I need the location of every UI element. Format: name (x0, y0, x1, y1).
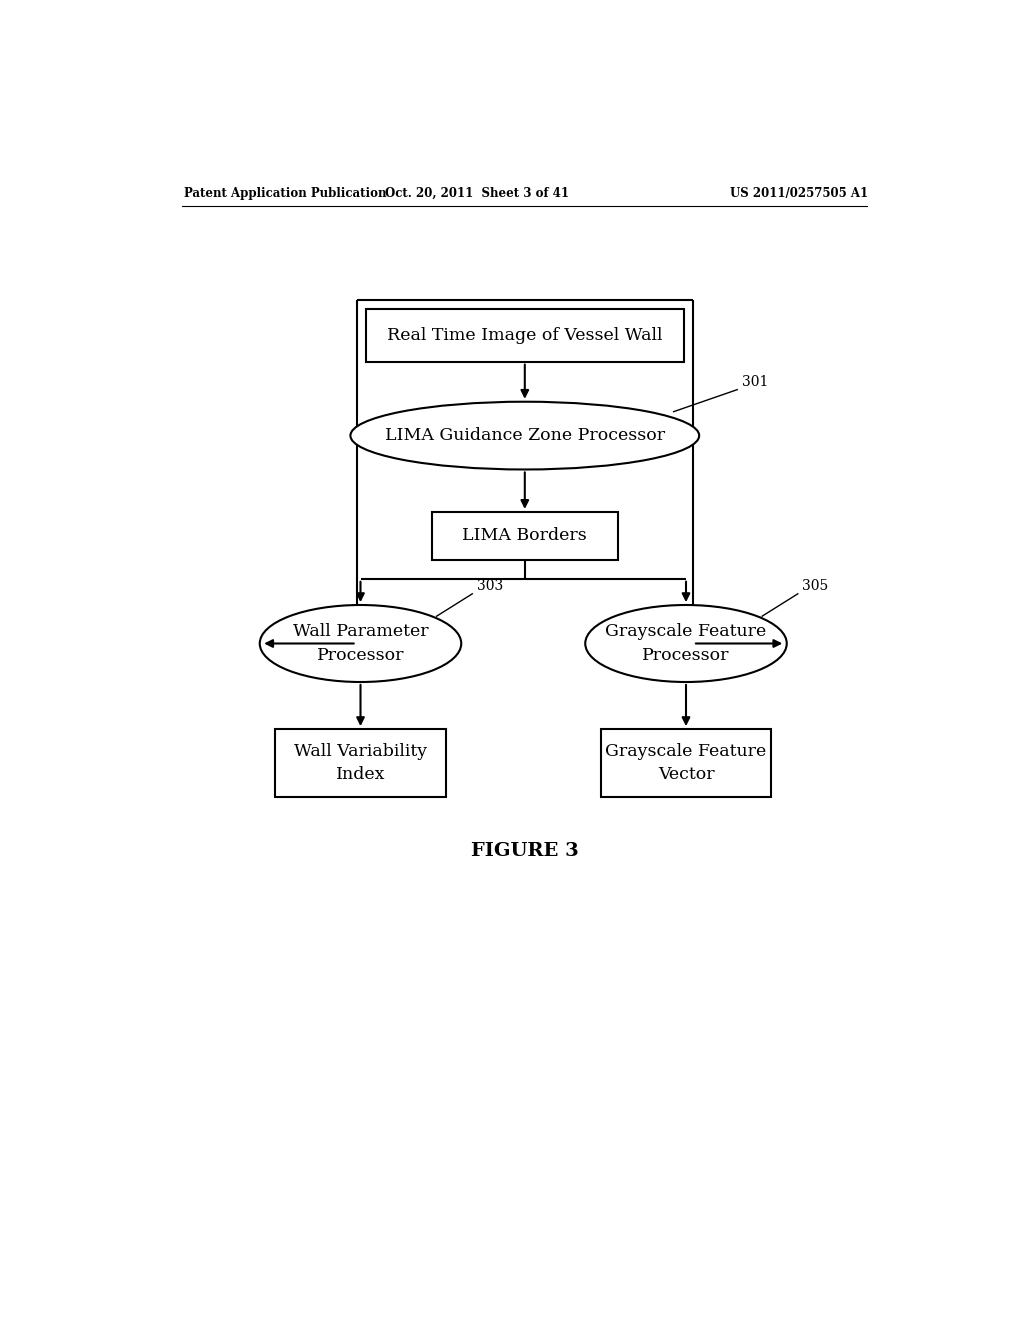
Text: 305: 305 (802, 578, 828, 593)
FancyBboxPatch shape (432, 512, 617, 560)
Text: US 2011/0257505 A1: US 2011/0257505 A1 (730, 186, 868, 199)
Ellipse shape (350, 401, 699, 470)
Text: LIMA Borders: LIMA Borders (463, 527, 587, 544)
Text: Grayscale Feature
Processor: Grayscale Feature Processor (605, 623, 767, 664)
FancyBboxPatch shape (275, 729, 445, 797)
Text: Grayscale Feature
Vector: Grayscale Feature Vector (605, 743, 767, 783)
FancyBboxPatch shape (366, 309, 684, 362)
Ellipse shape (260, 605, 461, 682)
Text: LIMA Guidance Zone Processor: LIMA Guidance Zone Processor (385, 428, 665, 444)
Text: 303: 303 (477, 578, 503, 593)
Text: 301: 301 (741, 375, 768, 388)
FancyBboxPatch shape (601, 729, 771, 797)
Text: Oct. 20, 2011  Sheet 3 of 41: Oct. 20, 2011 Sheet 3 of 41 (385, 186, 568, 199)
Text: Patent Application Publication: Patent Application Publication (183, 186, 386, 199)
Text: FIGURE 3: FIGURE 3 (471, 842, 579, 861)
Text: Real Time Image of Vessel Wall: Real Time Image of Vessel Wall (387, 327, 663, 345)
Text: Wall Parameter
Processor: Wall Parameter Processor (293, 623, 428, 664)
Ellipse shape (586, 605, 786, 682)
Text: Wall Variability
Index: Wall Variability Index (294, 743, 427, 783)
